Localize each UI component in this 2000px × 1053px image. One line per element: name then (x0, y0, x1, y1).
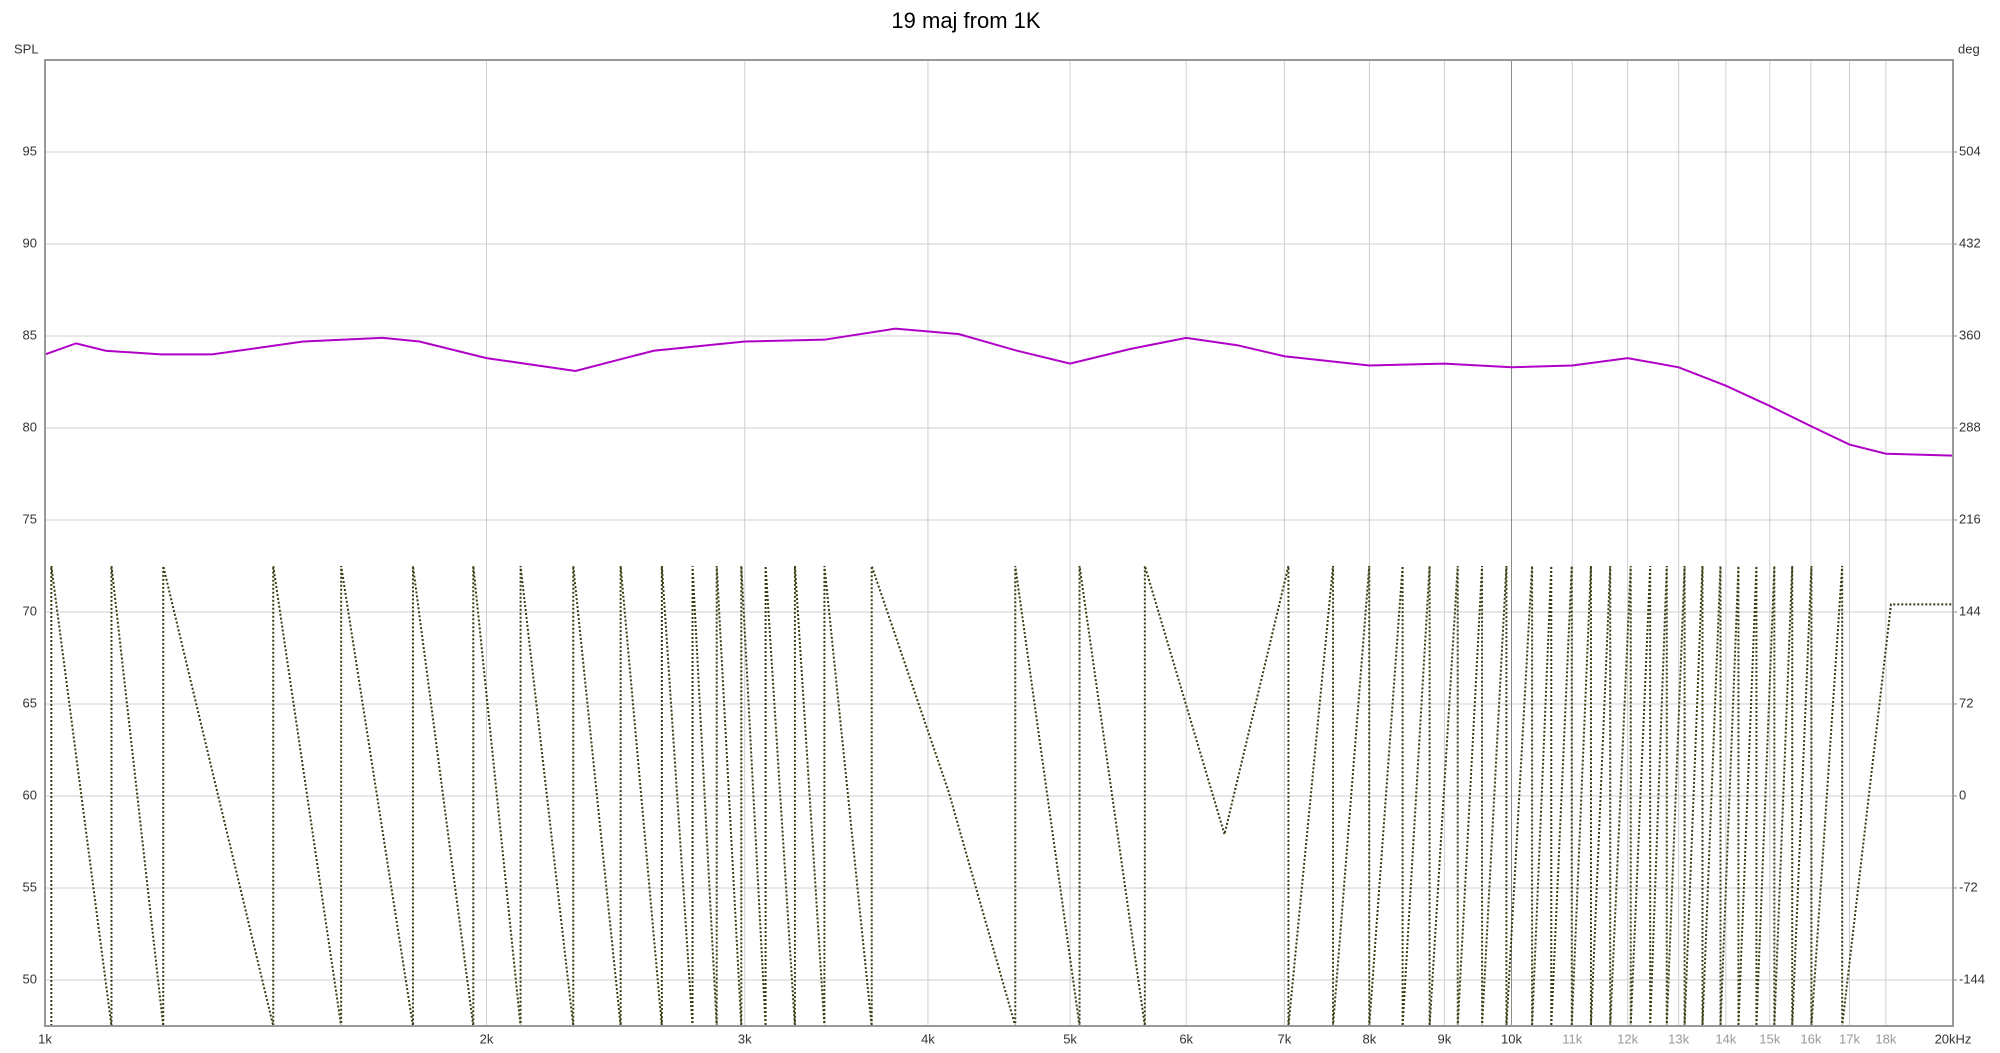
series-line (44, 327, 1954, 457)
y2-tick-label: 288 (1959, 419, 1981, 434)
x-tick-label: 8k (1363, 1031, 1377, 1046)
y-tick-label: 70 (23, 603, 37, 618)
y2-tick-label: 216 (1959, 511, 1981, 526)
plot-area (45, 60, 1953, 1026)
y-tick-label: 95 (23, 143, 37, 158)
y-axis-label: SPL (14, 41, 39, 56)
y2-tick-label: 72 (1959, 695, 1973, 710)
y-tick-label: 75 (23, 511, 37, 526)
y2-tick-label: 504 (1959, 143, 1981, 158)
y2-tick-label: -144 (1959, 971, 1985, 986)
y-tick-label: 90 (23, 235, 37, 250)
x-tick-label: 10k (1501, 1031, 1522, 1046)
y-tick-label: 85 (23, 327, 37, 342)
y-tick-label: 60 (23, 787, 37, 802)
x-tick-label: 13k (1668, 1031, 1689, 1046)
x-tick-label: 6k (1179, 1031, 1193, 1046)
x-tick-label: 5k (1063, 1031, 1077, 1046)
x-tick-label: 12k (1617, 1031, 1638, 1046)
y-tick-label: 80 (23, 419, 37, 434)
y2-axis-label: deg (1958, 41, 1980, 56)
x-tick-label: 20kHz (1935, 1031, 1972, 1046)
y2-tick-label: 144 (1959, 603, 1981, 618)
x-tick-label: 18k (1875, 1031, 1896, 1046)
x-tick-label: 11k (1562, 1031, 1582, 1046)
y2-tick-label: 360 (1959, 327, 1981, 342)
x-tick-label: 16k (1800, 1031, 1821, 1046)
y-tick-label: 55 (23, 879, 37, 894)
plot-border (44, 59, 1954, 1027)
x-tick-label: 4k (921, 1031, 935, 1046)
y-tick-label: 65 (23, 695, 37, 710)
y2-tick-label: 432 (1959, 235, 1981, 250)
x-tick-label: 1k (38, 1031, 52, 1046)
y2-tick-label: -72 (1959, 879, 1978, 894)
x-tick-label: 15k (1759, 1031, 1780, 1046)
x-tick-label: 7k (1277, 1031, 1291, 1046)
y-tick-label: 50 (23, 971, 37, 986)
chart-title: 19 maj from 1K (891, 8, 1040, 33)
x-tick-label: 14k (1715, 1031, 1736, 1046)
y2-tick-label: 0 (1959, 787, 1966, 802)
x-tick-label: 9k (1438, 1031, 1452, 1046)
x-tick-label: 2k (480, 1031, 494, 1046)
x-tick-label: 17k (1839, 1031, 1860, 1046)
x-tick-label: 3k (738, 1031, 752, 1046)
